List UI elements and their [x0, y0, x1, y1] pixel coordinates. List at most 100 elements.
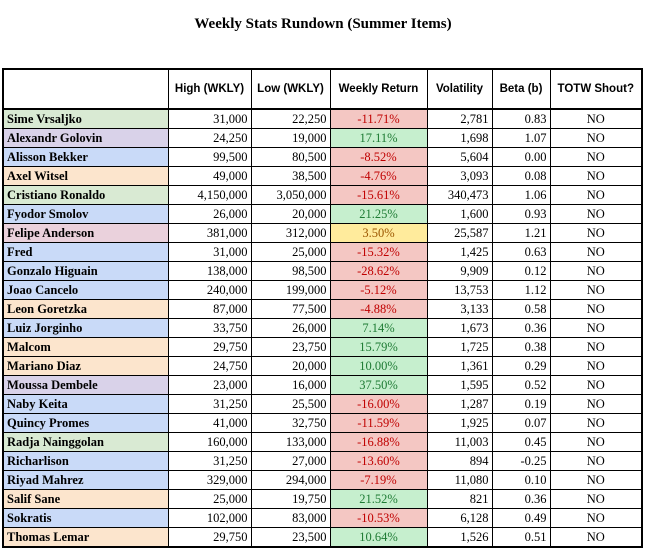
beta-cell: 0.00 [491, 147, 551, 167]
low-cell: 199,000 [250, 280, 331, 300]
header-low: Low (WKLY) [250, 68, 331, 110]
weekly-return-cell: 37.50% [329, 375, 428, 395]
table-row: Joao Cancelo 240,000 199,000 -5.12% 13,753 1.… [2, 280, 643, 300]
weekly-return-cell: -5.12% [329, 280, 428, 300]
weekly-return-cell: -10.53% [329, 508, 428, 528]
weekly-return-cell: -11.71% [329, 108, 428, 129]
table-body: Sime Vrsaljko 31,000 22,250 -11.71% 2,781 0.8… [2, 108, 643, 548]
high-cell: 87,000 [167, 299, 252, 319]
low-cell: 83,000 [250, 508, 331, 528]
player-name-cell: Fred [2, 242, 169, 262]
beta-cell: 0.63 [491, 242, 551, 262]
volatility-cell: 9,909 [426, 261, 493, 281]
table-row: Malcom 29,750 23,750 15.79% 1,725 0.38 NO [2, 337, 643, 357]
low-cell: 26,000 [250, 318, 331, 338]
player-name-cell: Riyad Mahrez [2, 470, 169, 490]
volatility-cell: 5,604 [426, 147, 493, 167]
weekly-return-cell: 21.52% [329, 489, 428, 509]
totw-cell: NO [549, 508, 643, 528]
player-name-cell: Fyodor Smolov [2, 204, 169, 224]
header-high: High (WKLY) [167, 68, 252, 110]
table-row: Fred 31,000 25,000 -15.32% 1,425 0.63 NO [2, 242, 643, 262]
player-name-cell: Luiz Jorginho [2, 318, 169, 338]
volatility-cell: 1,425 [426, 242, 493, 262]
weekly-return-cell: -11.59% [329, 413, 428, 433]
player-name-cell: Thomas Lemar [2, 527, 169, 548]
table-row: Cristiano Ronaldo 4,150,000 3,050,000 -15.6… [2, 185, 643, 205]
high-cell: 31,250 [167, 394, 252, 414]
high-cell: 29,750 [167, 337, 252, 357]
totw-cell: NO [549, 432, 643, 452]
beta-cell: 1.07 [491, 128, 551, 148]
low-cell: 133,000 [250, 432, 331, 452]
low-cell: 23,500 [250, 527, 331, 548]
weekly-return-cell: 17.11% [329, 128, 428, 148]
volatility-cell: 1,698 [426, 128, 493, 148]
table-row: Alexandr Golovin 24,250 19,000 17.11% 1,698 1… [2, 128, 643, 148]
beta-cell: 0.51 [491, 527, 551, 548]
high-cell: 329,000 [167, 470, 252, 490]
high-cell: 240,000 [167, 280, 252, 300]
low-cell: 38,500 [250, 166, 331, 186]
totw-cell: NO [549, 147, 643, 167]
volatility-cell: 13,753 [426, 280, 493, 300]
low-cell: 77,500 [250, 299, 331, 319]
player-name-cell: Gonzalo Higuain [2, 261, 169, 281]
totw-cell: NO [549, 318, 643, 338]
volatility-cell: 25,587 [426, 223, 493, 243]
player-name-cell: Alisson Bekker [2, 147, 169, 167]
low-cell: 19,750 [250, 489, 331, 509]
beta-cell: 1.21 [491, 223, 551, 243]
volatility-cell: 821 [426, 489, 493, 509]
high-cell: 41,000 [167, 413, 252, 433]
beta-cell: 0.36 [491, 318, 551, 338]
volatility-cell: 3,133 [426, 299, 493, 319]
table-row: Fyodor Smolov 26,000 20,000 21.25% 1,600 0.93… [2, 204, 643, 224]
low-cell: 25,500 [250, 394, 331, 414]
totw-cell: NO [549, 261, 643, 281]
high-cell: 138,000 [167, 261, 252, 281]
player-name-cell: Joao Cancelo [2, 280, 169, 300]
beta-cell: 0.10 [491, 470, 551, 490]
high-cell: 31,000 [167, 108, 252, 129]
totw-cell: NO [549, 470, 643, 490]
totw-cell: NO [549, 299, 643, 319]
high-cell: 381,000 [167, 223, 252, 243]
table-row: Felipe Anderson 381,000 312,000 3.50% 25,587… [2, 223, 643, 243]
table-row: Sokratis 102,000 83,000 -10.53% 6,128 0.49 NO [2, 508, 643, 528]
player-name-cell: Cristiano Ronaldo [2, 185, 169, 205]
high-cell: 102,000 [167, 508, 252, 528]
totw-cell: NO [549, 356, 643, 376]
header-row: High (WKLY) Low (WKLY) Weekly Return Vol… [2, 68, 643, 110]
weekly-return-cell: -15.61% [329, 185, 428, 205]
beta-cell: 1.06 [491, 185, 551, 205]
beta-cell: 0.08 [491, 166, 551, 186]
table-row: Sime Vrsaljko 31,000 22,250 -11.71% 2,781 0.8… [2, 108, 643, 129]
table-row: Leon Goretzka 87,000 77,500 -4.88% 3,133 0.58… [2, 299, 643, 319]
player-name-cell: Salif Sane [2, 489, 169, 509]
totw-cell: NO [549, 223, 643, 243]
player-name-cell: Richarlison [2, 451, 169, 471]
high-cell: 23,000 [167, 375, 252, 395]
totw-cell: NO [549, 242, 643, 262]
player-name-cell: Sokratis [2, 508, 169, 528]
player-name-cell: Mariano Diaz [2, 356, 169, 376]
low-cell: 22,250 [250, 108, 331, 129]
totw-cell: NO [549, 451, 643, 471]
low-cell: 32,750 [250, 413, 331, 433]
volatility-cell: 894 [426, 451, 493, 471]
weekly-return-cell: -8.52% [329, 147, 428, 167]
low-cell: 25,000 [250, 242, 331, 262]
page-title: Weekly Stats Rundown (Summer Items) [194, 16, 452, 32]
low-cell: 294,000 [250, 470, 331, 490]
high-cell: 24,250 [167, 128, 252, 148]
volatility-cell: 3,093 [426, 166, 493, 186]
table-row: Luiz Jorginho 33,750 26,000 7.14% 1,673 0.36 N… [2, 318, 643, 338]
player-name-cell: Moussa Dembele [2, 375, 169, 395]
weekly-return-cell: 3.50% [329, 223, 428, 243]
volatility-cell: 6,128 [426, 508, 493, 528]
high-cell: 160,000 [167, 432, 252, 452]
weekly-return-cell: 10.00% [329, 356, 428, 376]
player-name-cell: Felipe Anderson [2, 223, 169, 243]
totw-cell: NO [549, 394, 643, 414]
